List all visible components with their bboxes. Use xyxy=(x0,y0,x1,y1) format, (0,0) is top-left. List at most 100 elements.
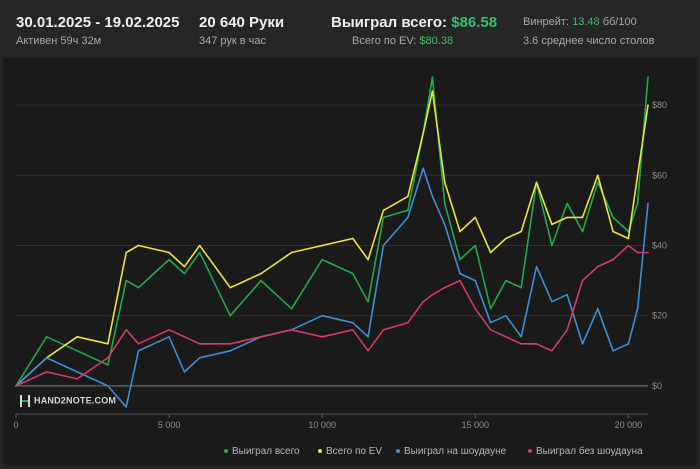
series-point xyxy=(505,314,507,317)
series-point xyxy=(137,244,140,247)
series-point xyxy=(229,286,232,289)
series-point xyxy=(198,342,201,345)
series-point xyxy=(229,342,232,345)
y-tick-label: $20 xyxy=(652,311,667,321)
series-point xyxy=(636,307,639,310)
legend-label: Всего по EV xyxy=(326,446,383,457)
series-point xyxy=(489,321,492,324)
series-point xyxy=(352,328,354,331)
legend-dot-icon xyxy=(224,449,228,454)
series-point xyxy=(229,350,232,352)
legend-item[interactable]: Всего по EV xyxy=(318,446,382,457)
x-tick-label: 10 000 xyxy=(308,420,336,430)
series-point xyxy=(443,202,446,205)
hand2note-logo-text: HAND2NOTE.COM xyxy=(34,395,117,406)
legend-item[interactable]: Выиграл без шоудауна xyxy=(528,446,643,457)
series-point xyxy=(229,314,232,317)
series-point xyxy=(474,279,477,282)
series-point xyxy=(489,307,492,310)
series-point xyxy=(459,258,461,261)
series-point xyxy=(474,244,477,247)
x-tick-label: 0 xyxy=(13,420,18,430)
series-point xyxy=(627,342,630,345)
series-point xyxy=(596,265,599,268)
ev-total-label: Всего по EV: xyxy=(352,35,417,47)
series-point xyxy=(137,350,140,352)
legend-dot-icon xyxy=(396,449,400,454)
series-point xyxy=(474,216,477,219)
series-line xyxy=(15,90,649,387)
series-point xyxy=(260,272,262,275)
series-point xyxy=(581,342,584,345)
legend-item[interactable]: Выиграл всего xyxy=(224,446,300,457)
series-point xyxy=(198,357,201,359)
series-point xyxy=(431,76,434,78)
header-bar: 30.01.2025 - 19.02.2025 Активен 59ч 32м … xyxy=(0,0,700,58)
winrate: Винрейт: 13.48 бб/100 xyxy=(523,16,637,28)
series-point xyxy=(459,272,461,275)
series-point xyxy=(422,300,425,303)
hand2note-logo-icon xyxy=(20,395,30,407)
series-point xyxy=(352,272,354,275)
x-tick-label: 5 000 xyxy=(158,420,181,430)
series-point xyxy=(551,223,553,226)
series-point xyxy=(627,237,630,240)
series-point xyxy=(431,90,434,92)
series-point xyxy=(566,216,568,219)
ev-total-value: $80.38 xyxy=(419,35,454,47)
series-point xyxy=(520,335,523,338)
won-total: Выиграл всего: $86.58 xyxy=(331,14,497,31)
series-point xyxy=(76,371,79,373)
series-point xyxy=(551,300,553,303)
series-point xyxy=(431,293,434,296)
won-total-value: $86.58 xyxy=(451,14,498,31)
series-point xyxy=(407,321,409,324)
series-point xyxy=(612,258,614,261)
series-point xyxy=(183,371,186,373)
series-point xyxy=(45,357,48,359)
series-point xyxy=(168,335,170,338)
series-point xyxy=(183,335,186,338)
series-point xyxy=(407,216,409,219)
series-point xyxy=(382,209,385,212)
series-point xyxy=(407,209,409,212)
series-point xyxy=(168,258,170,261)
series-point xyxy=(596,174,599,177)
series-point xyxy=(367,258,369,261)
series-line xyxy=(15,76,649,387)
series-point xyxy=(422,132,425,134)
series-point xyxy=(367,350,369,352)
series-point xyxy=(137,286,140,289)
ev-total: Всего по EV: $80.38 xyxy=(352,35,453,47)
series-point xyxy=(647,251,649,254)
series-point xyxy=(422,167,425,170)
series-point xyxy=(612,350,614,352)
series-point xyxy=(321,314,324,317)
series-point xyxy=(321,258,324,261)
date-range: 30.01.2025 - 19.02.2025 xyxy=(16,14,180,31)
series-point xyxy=(520,342,523,345)
series-point xyxy=(551,350,553,352)
series-point xyxy=(76,378,79,380)
series-point xyxy=(382,244,385,247)
series-point xyxy=(125,328,128,331)
series-point xyxy=(183,272,186,275)
series-point xyxy=(107,342,109,345)
legend-label: Выиграл без шоудауна xyxy=(536,446,643,457)
series-point xyxy=(260,335,262,338)
series-point xyxy=(45,371,48,373)
series-point xyxy=(647,76,649,78)
series-point xyxy=(581,216,584,219)
legend-dot-icon xyxy=(318,449,322,454)
series-point xyxy=(382,216,385,219)
series-point xyxy=(489,251,492,254)
won-total-label: Выиграл всего: xyxy=(331,14,448,31)
series-point xyxy=(647,202,649,205)
series-point xyxy=(168,328,170,331)
legend-item[interactable]: Выиграл на шоудауне xyxy=(396,446,506,457)
series-point xyxy=(596,181,599,184)
series-point xyxy=(636,202,639,205)
hands-count: 20 640 Руки xyxy=(199,14,285,31)
series-point xyxy=(505,335,507,338)
